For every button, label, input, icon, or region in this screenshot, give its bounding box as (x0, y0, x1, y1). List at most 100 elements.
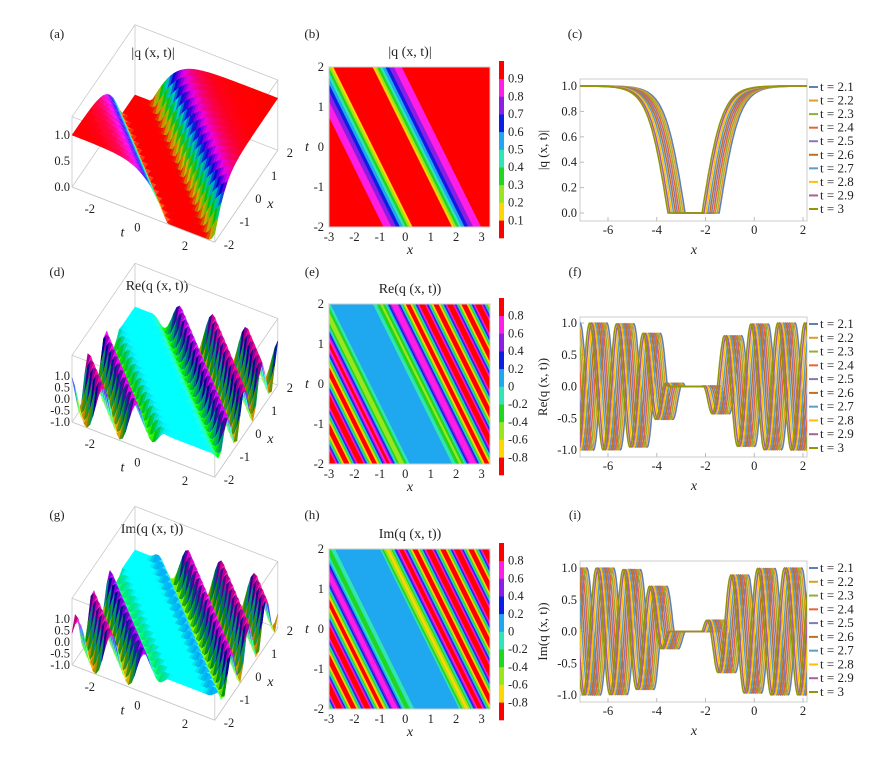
x-axis-label: x (406, 243, 414, 258)
contour-band (329, 644, 362, 709)
x-tick-label: -6 (603, 704, 613, 718)
surface (71, 68, 279, 241)
plot-frame (328, 303, 491, 465)
colorbar-swatch (499, 351, 504, 370)
colorbar-swatch (499, 184, 504, 203)
y-tick-label: 0.4 (561, 155, 577, 169)
x-axis-label: x (406, 725, 414, 740)
contour-band (329, 433, 345, 464)
contour-band (441, 304, 490, 402)
y-tick-label: -1.0 (557, 443, 577, 457)
contour-band (382, 304, 465, 464)
y-tick-label: 1.0 (561, 79, 577, 93)
x-tick-label: -2 (224, 473, 234, 487)
x-tick-label: 1 (428, 230, 434, 244)
contour-band (388, 549, 471, 709)
x-tick-label: 2 (287, 381, 293, 395)
x-tick-label: -1 (375, 467, 385, 481)
y-tick-label: -1 (314, 417, 324, 431)
t-tick-label: 2 (182, 239, 188, 253)
contour-band (329, 443, 340, 464)
series-line-t-2.9 (580, 85, 807, 214)
contour-band (451, 549, 490, 627)
contour-band (442, 304, 490, 400)
panel-label: (h) (304, 507, 319, 522)
y-tick-label: 1.0 (561, 316, 577, 330)
contour-band (416, 304, 490, 453)
contour-band (450, 549, 490, 629)
contour-band (444, 304, 490, 396)
x-tick-label: -1 (240, 693, 250, 707)
y-tick-label: 2 (318, 542, 324, 556)
colorbar-swatch (499, 202, 504, 221)
y-tick-label: 2 (318, 60, 324, 74)
axis-x (214, 627, 279, 721)
legend-entry: t = 2.3 (820, 588, 854, 603)
y-axis-label: |q (x, t)| (535, 130, 550, 170)
legend-entry: t = 2.3 (820, 344, 854, 359)
contour-band (329, 117, 384, 227)
contour-band (413, 304, 490, 458)
contour-band (410, 304, 490, 464)
x-tick-label: 2 (287, 624, 293, 638)
contour-band (448, 549, 490, 633)
colorbar-swatch (499, 560, 504, 579)
colorbar-tick-label: 0.1 (508, 213, 524, 227)
legend-entry: t = 2.8 (820, 412, 854, 427)
z-tick-label: 0.5 (54, 154, 70, 168)
legend-entry: t = 3 (820, 440, 844, 455)
z-tick-label: 0.5 (54, 624, 70, 638)
contour-band (397, 549, 479, 709)
contour-band (415, 304, 490, 455)
colorbar-swatch (499, 421, 504, 440)
legend-entry: t = 2.9 (820, 670, 854, 685)
legend-entry: t = 2.7 (820, 643, 854, 658)
panel-label: (g) (49, 507, 64, 522)
contour-band (471, 304, 490, 342)
contour-band (446, 304, 490, 392)
contour-band (419, 549, 490, 691)
surface-patch (211, 687, 219, 696)
x-tick-label: 1 (271, 647, 277, 661)
colorbar-tick-label: 0.4 (508, 589, 524, 603)
y-axis-label: Re(q (x, t)) (535, 358, 550, 416)
x-tick-label: 0 (255, 427, 261, 441)
x-axis-label: x (406, 480, 414, 495)
contour-band (391, 549, 473, 709)
z-tick-label: 0.5 (54, 381, 70, 395)
t-tick-label: 2 (182, 474, 188, 488)
y-tick-label: 0.6 (561, 130, 577, 144)
y-tick-label: 0.2 (561, 181, 577, 195)
contour-band (372, 67, 455, 227)
surface (71, 549, 279, 700)
contour-band (446, 549, 490, 637)
colorbar-swatch (499, 631, 504, 650)
legend-entry: t = 2.4 (820, 601, 854, 616)
contour-band (385, 304, 467, 464)
legend-entry: t = 2.2 (820, 93, 854, 108)
y-tick-label: -0.5 (557, 411, 577, 425)
contour-band (468, 304, 490, 347)
panel-h: (h)Im(q (x, t))-3 -2 -1 0 1 2 3-2-1012xt-0.8-0… (304, 507, 528, 740)
x-tick-label: -4 (652, 459, 663, 473)
contour-band (445, 304, 490, 394)
colorbar-swatch (499, 684, 504, 703)
contour-band (470, 304, 490, 344)
x-tick-label: -1 (240, 450, 250, 464)
x-tick-label: 2 (453, 467, 459, 481)
colorbar-tick-label: 0 (508, 380, 514, 394)
y-axis-label: Im(q (x, t)) (535, 602, 550, 660)
legend: t = 2.1t = 2.2t = 2.3t = 2.4t = 2.5t = 2… (809, 79, 854, 216)
legend-entry: t = 2.7 (820, 399, 854, 414)
contour-band (329, 441, 341, 464)
x-tick-label: 2 (800, 223, 806, 237)
colorbar-swatch (499, 404, 504, 423)
colorbar-swatch (499, 457, 504, 476)
surface-patch (71, 613, 79, 634)
y-tick-label: 0.0 (561, 206, 577, 220)
y-axis-label: t (305, 377, 310, 392)
colorbar-swatch (499, 78, 504, 97)
series-line-t-2.8 (580, 85, 807, 214)
z-tick-label: -0.5 (50, 647, 70, 661)
